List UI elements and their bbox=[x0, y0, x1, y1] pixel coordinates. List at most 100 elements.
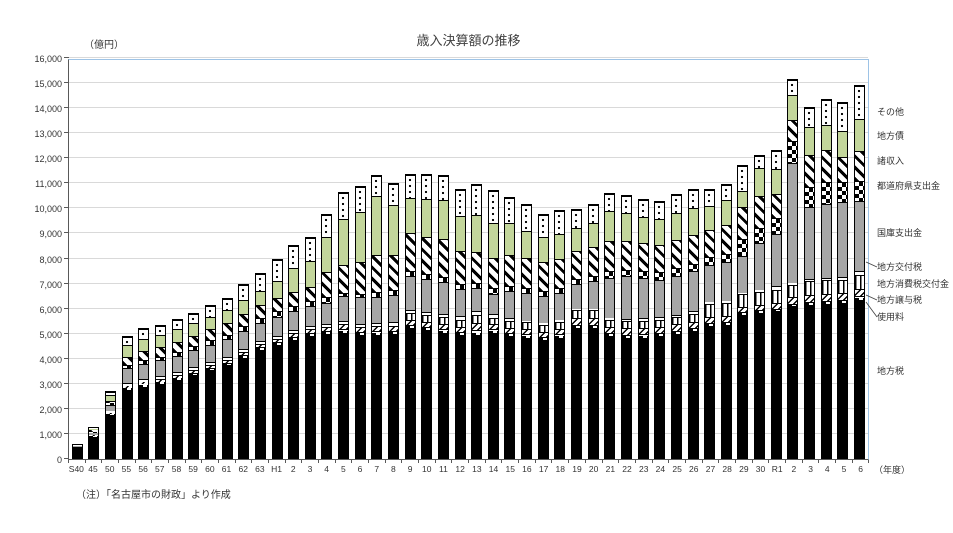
segment-地方債 bbox=[555, 234, 565, 260]
legend-item-都道府県支出金: 都道府県支出金 bbox=[877, 181, 941, 191]
segment-諸収入 bbox=[322, 271, 332, 297]
x-axis-label-21: 21 bbox=[605, 464, 616, 474]
stacked-bar-5 bbox=[338, 192, 350, 459]
segment-地方譲与税 bbox=[738, 307, 748, 313]
x-axis-label-2: 2 bbox=[290, 464, 296, 474]
segment-地方債 bbox=[588, 223, 598, 248]
bar-slot bbox=[602, 60, 619, 459]
bar-slot bbox=[152, 60, 169, 459]
segment-地方交付税 bbox=[339, 321, 349, 325]
segment-地方交付税 bbox=[688, 311, 698, 314]
segment-都道府県支出金 bbox=[854, 181, 864, 202]
segment-地方債 bbox=[505, 222, 515, 255]
bar-slot bbox=[468, 60, 485, 459]
stacked-bar-12 bbox=[454, 188, 466, 459]
segment-国庫支出金 bbox=[638, 278, 648, 319]
segment-地方譲与税 bbox=[272, 338, 282, 343]
x-axis-label-6: 6 bbox=[858, 464, 864, 474]
segment-その他 bbox=[222, 298, 232, 311]
segment-国庫支出金 bbox=[222, 339, 232, 357]
chart-title: 歳入決算額の推移 bbox=[416, 33, 521, 48]
stacked-bar-15 bbox=[504, 197, 516, 459]
bar-slot bbox=[219, 60, 236, 459]
segment-地方税 bbox=[738, 315, 748, 458]
x-axis-tick bbox=[252, 460, 270, 463]
gridline bbox=[69, 257, 868, 259]
segment-諸収入 bbox=[289, 292, 299, 306]
segment-使用料 bbox=[106, 414, 116, 416]
segment-諸収入 bbox=[222, 323, 232, 335]
legend-item-地方交付税: 地方交付税 bbox=[877, 262, 923, 272]
segment-地方譲与税 bbox=[555, 329, 565, 335]
segment-都道府県支出金 bbox=[139, 360, 149, 364]
segment-使用料 bbox=[572, 324, 582, 328]
bar-slot bbox=[552, 60, 569, 459]
y-axis-tick bbox=[64, 307, 69, 309]
segment-使用料 bbox=[239, 355, 249, 358]
gridline bbox=[69, 57, 868, 58]
segment-使用料 bbox=[671, 330, 681, 334]
y-axis-tick-label: 0 bbox=[56, 455, 62, 465]
segment-その他 bbox=[272, 260, 282, 281]
x-axis-label-12: 12 bbox=[455, 464, 465, 474]
stacked-bar-16 bbox=[521, 203, 533, 459]
stacked-bar-R1 bbox=[770, 150, 782, 459]
segment-国庫支出金 bbox=[289, 310, 299, 331]
segment-使用料 bbox=[305, 333, 315, 337]
segment-都道府県支出金 bbox=[688, 263, 698, 272]
x-axis-tick bbox=[719, 460, 736, 463]
segment-地方消費税交付金 bbox=[788, 285, 798, 297]
segment-地方消費税交付金 bbox=[655, 319, 665, 327]
stacked-bar-22 bbox=[620, 195, 632, 459]
segment-地方消費税交付金 bbox=[438, 317, 448, 325]
segment-地方消費税交付金 bbox=[555, 321, 565, 330]
y-axis-tick bbox=[64, 382, 69, 384]
segment-地方債 bbox=[688, 208, 698, 235]
segment-諸収入 bbox=[455, 251, 465, 284]
segment-その他 bbox=[638, 199, 648, 217]
segment-都道府県支出金 bbox=[721, 253, 731, 262]
y-axis-tick-label: 16,000 bbox=[34, 54, 62, 64]
segment-地方交付税 bbox=[838, 276, 848, 280]
x-axis-label-2: 2 bbox=[791, 464, 797, 474]
segment-諸収入 bbox=[555, 259, 565, 288]
gridline bbox=[69, 232, 868, 234]
segment-地方譲与税 bbox=[488, 324, 498, 330]
segment-都道府県支出金 bbox=[322, 296, 332, 303]
segment-地方消費税交付金 bbox=[854, 274, 864, 289]
gridline bbox=[69, 282, 868, 284]
legend-item-地方譲与税: 地方譲与税 bbox=[877, 295, 923, 305]
segment-諸収入 bbox=[655, 244, 665, 273]
segment-地方交付税 bbox=[755, 290, 765, 292]
segment-使用料 bbox=[222, 362, 232, 366]
x-axis-label-30: 30 bbox=[755, 464, 766, 474]
legend-item-地方消費税交付金: 地方消費税交付金 bbox=[877, 279, 950, 289]
x-axis-tick bbox=[86, 460, 103, 463]
segment-地方譲与税 bbox=[538, 331, 548, 337]
segment-使用料 bbox=[505, 332, 515, 336]
y-axis-tick-label: 8,000 bbox=[39, 254, 62, 265]
x-axis-label-58: 58 bbox=[171, 464, 182, 474]
segment-地方譲与税 bbox=[821, 293, 831, 301]
stacked-bar-58 bbox=[171, 319, 183, 459]
stacked-bar-4 bbox=[321, 213, 333, 459]
segment-その他 bbox=[705, 189, 715, 206]
segment-地方交付税 bbox=[322, 323, 332, 327]
segment-諸収入 bbox=[522, 258, 532, 289]
segment-地方消費税交付金 bbox=[821, 280, 831, 294]
segment-地方譲与税 bbox=[122, 386, 132, 389]
bar-slot bbox=[319, 60, 336, 459]
x-axis-tick bbox=[552, 460, 570, 463]
stacked-bar-2 bbox=[288, 245, 300, 459]
segment-諸収入 bbox=[189, 335, 199, 347]
x-axis-label-13: 13 bbox=[472, 464, 482, 474]
segment-諸収入 bbox=[638, 243, 648, 271]
segment-使用料 bbox=[755, 309, 765, 313]
segment-地方交付税 bbox=[854, 270, 864, 275]
stacked-bar-18 bbox=[554, 210, 566, 459]
segment-使用料 bbox=[172, 377, 182, 381]
x-axis-label-4: 4 bbox=[824, 464, 830, 474]
segment-国庫支出金 bbox=[788, 163, 798, 284]
segment-地方交付税 bbox=[721, 300, 731, 303]
